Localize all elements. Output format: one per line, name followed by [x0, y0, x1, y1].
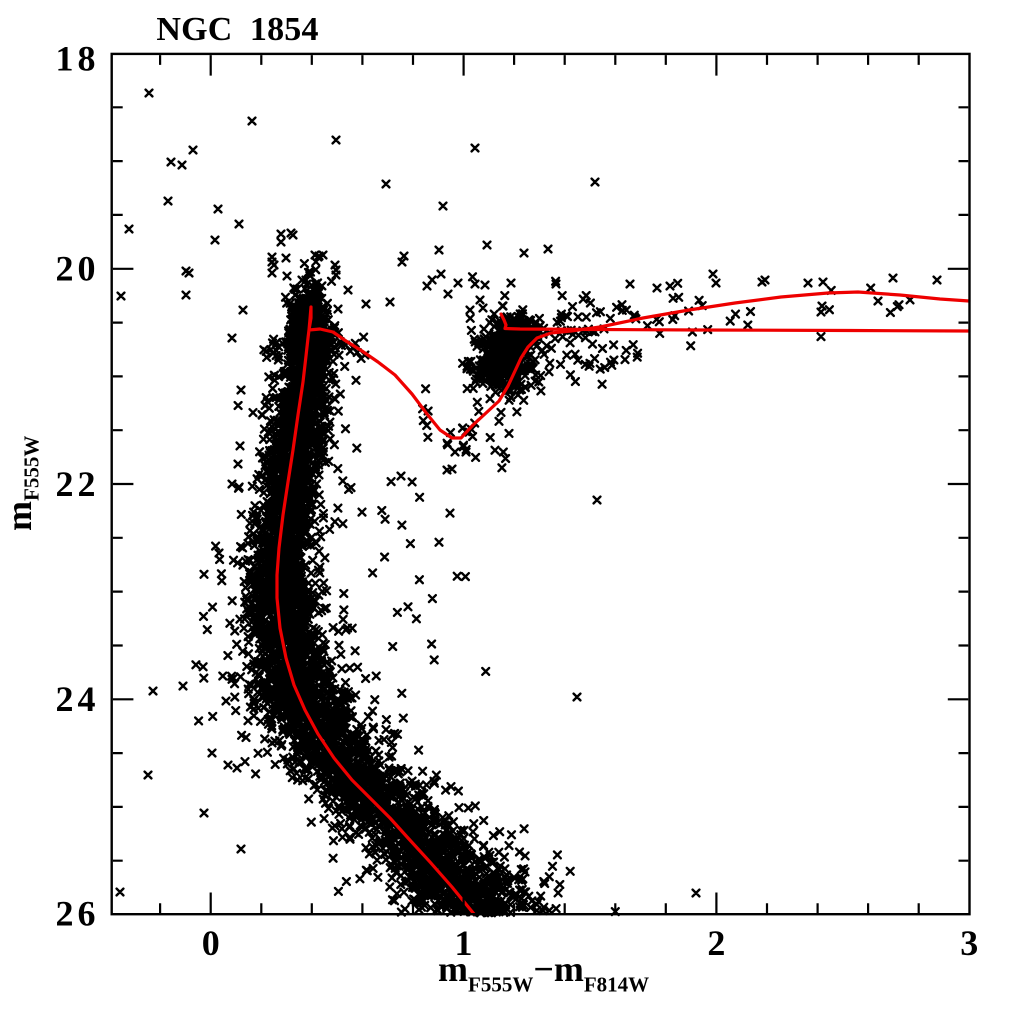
svg-text:26: 26 [56, 893, 100, 933]
svg-text:0: 0 [202, 923, 220, 963]
svg-text:1: 1 [455, 923, 473, 963]
svg-text:3: 3 [960, 923, 978, 963]
svg-text:2: 2 [707, 923, 725, 963]
svg-text:22: 22 [56, 464, 100, 504]
svg-text:24: 24 [56, 679, 100, 719]
svg-text:18: 18 [56, 39, 100, 79]
svg-text:20: 20 [56, 249, 100, 289]
svg-text:NGC 1854: NGC 1854 [156, 11, 318, 48]
